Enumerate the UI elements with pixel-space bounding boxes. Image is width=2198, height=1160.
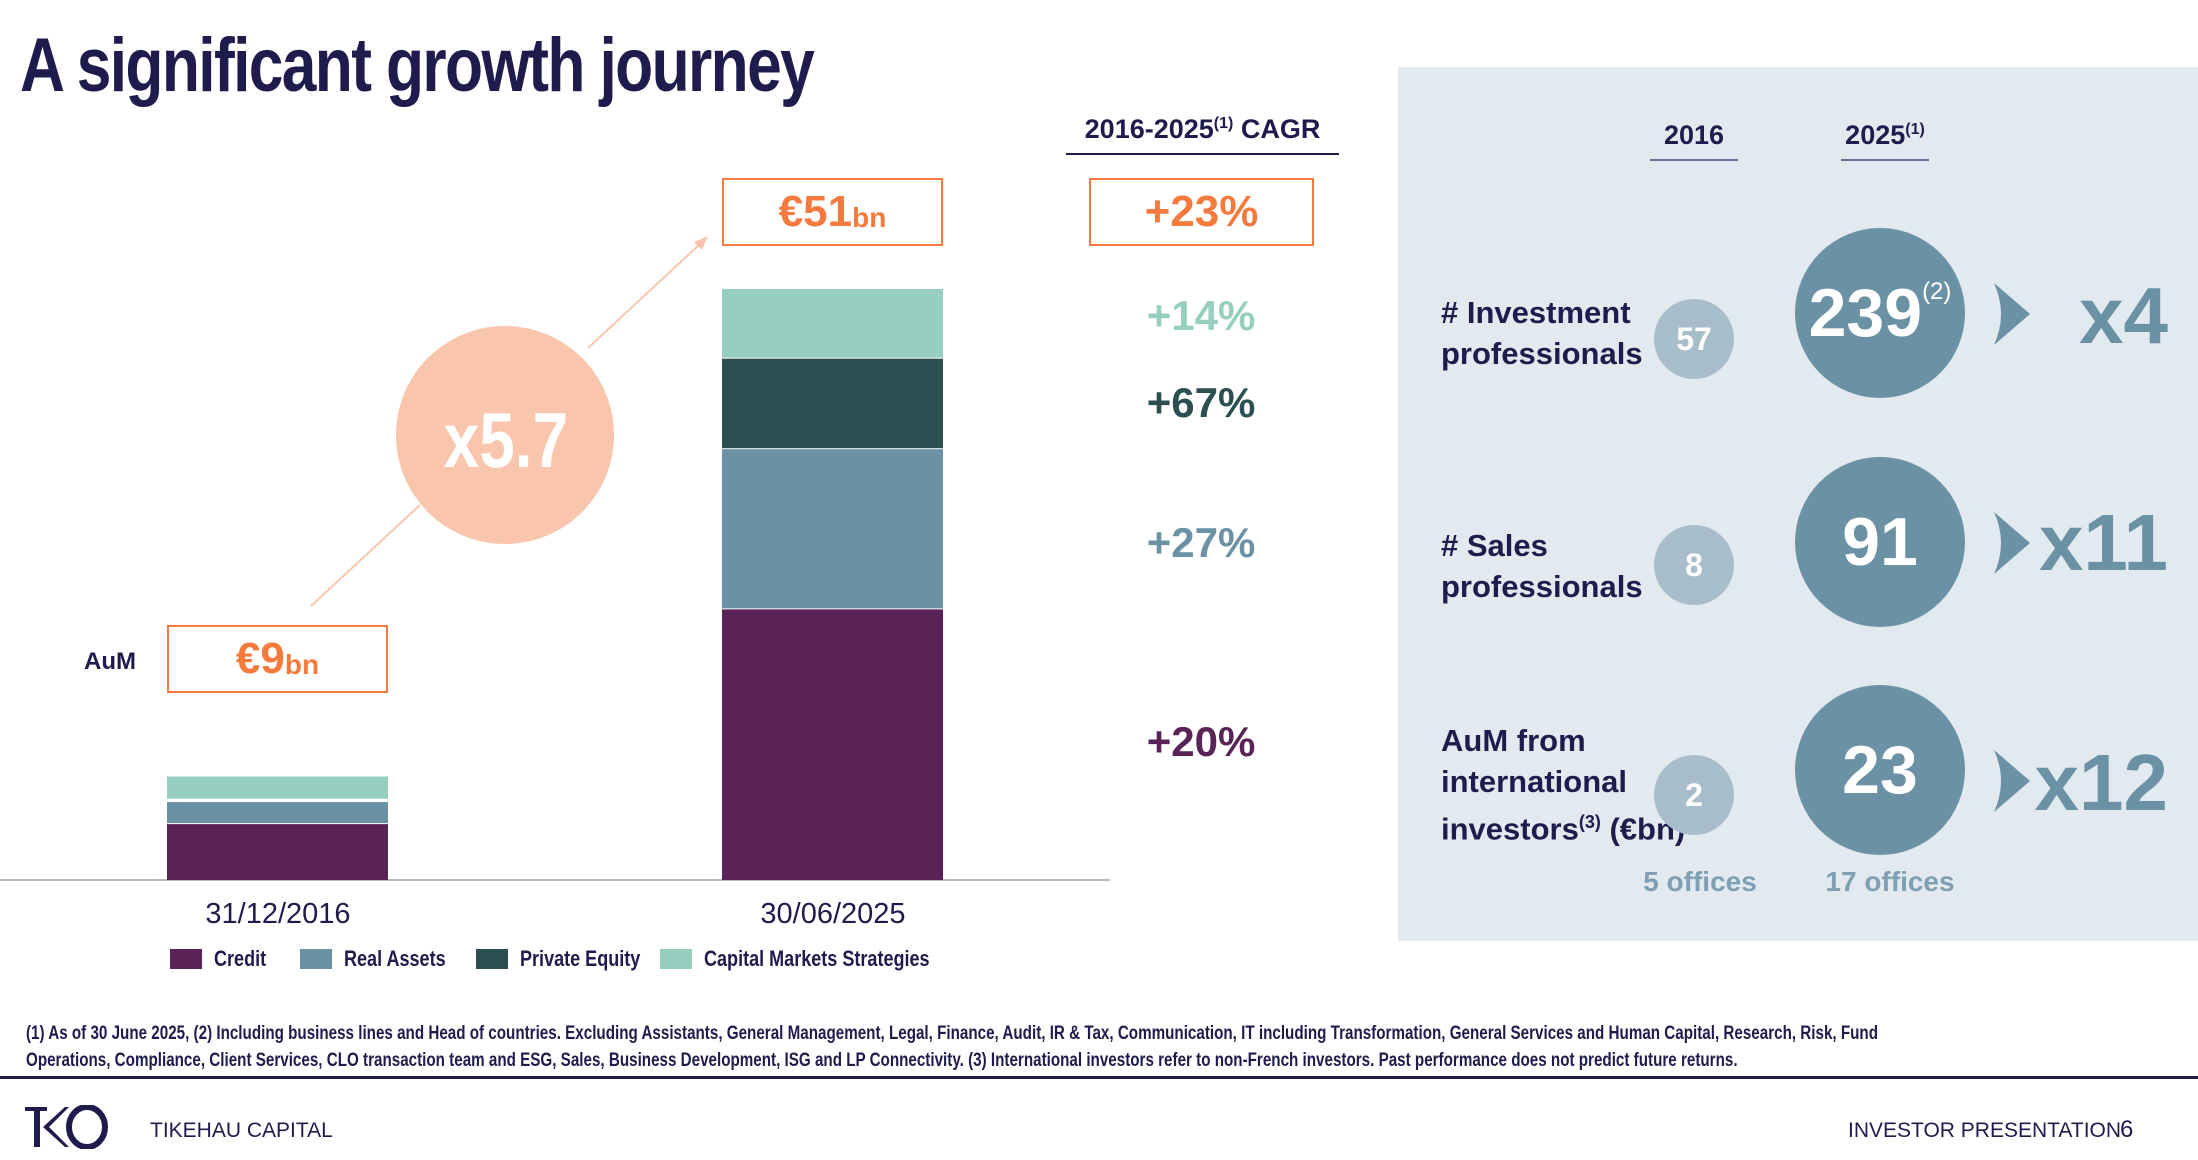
chevron-right-icon: [1994, 283, 2030, 345]
chevron-right-icon: [1994, 750, 2030, 812]
value-2025-international-aum: 23: [1795, 685, 1965, 855]
aum-label: AuM: [84, 648, 136, 675]
bar-capital-markets-strategies-2016: [167, 776, 388, 799]
x-tick-2016: 31/12/2016: [205, 898, 351, 930]
total-2016-box: €9 bn: [167, 625, 388, 693]
value-2016-investment: 57: [1654, 299, 1734, 379]
growth-multiplier-circle: [396, 326, 614, 544]
legend-swatch: [170, 949, 202, 969]
value-2025-investment: 239 (2): [1795, 228, 1965, 398]
offices-2016: 5 offices: [1643, 866, 1757, 897]
footer-divider: [0, 1076, 2198, 1079]
growth-arrow-line-upper: [587, 243, 701, 349]
bar-real-assets-2025: [722, 449, 943, 609]
bar-credit-2016: [167, 824, 388, 880]
row-label-international-aum: AuM from international investors(3) (€bn): [1441, 723, 1686, 847]
legend-capital-markets: Capital Markets Strategies: [660, 946, 979, 972]
row-label-investment: # Investment professionals: [1441, 295, 1643, 371]
row-label-sales: # Sales professionals: [1441, 528, 1643, 604]
growth-arrow-line-lower: [310, 504, 421, 607]
cagr-real-assets: +27%: [1146, 519, 1256, 566]
value-2016-international-aum: 2: [1654, 755, 1734, 835]
cagr-total-box: +23%: [1089, 178, 1314, 246]
footnotes: (1) As of 30 June 2025, (2) Including bu…: [26, 1023, 1878, 1071]
legend-swatch: [300, 949, 332, 969]
legend-private-equity: Private Equity: [476, 946, 667, 972]
total-2025-box: €51 bn: [722, 178, 943, 246]
multiplier-sales: x11: [2038, 498, 2168, 587]
multiplier-international-aum: x12: [2034, 738, 2168, 827]
cagr-header: 2016-2025(1) CAGR: [1066, 114, 1339, 155]
bar-capital-markets-strategies-2025: [722, 289, 943, 358]
page-title: A significant growth journey: [20, 23, 815, 108]
column-header-2016: 2016: [1650, 120, 1738, 161]
chevron-right-icon: [1994, 512, 2030, 574]
tikehau-logo: [25, 1105, 108, 1149]
multiplier-investment: x4: [2079, 271, 2168, 360]
x-tick-2025: 30/06/2025: [760, 898, 906, 930]
stacked-bar-chart: [0, 236, 1110, 881]
page-number: 6: [2120, 1116, 2134, 1143]
bar-credit-2025: [722, 609, 943, 880]
bar-real-assets-2016: [167, 802, 388, 824]
arrow-head-icon: [694, 236, 708, 250]
footer-document: INVESTOR PRESENTATION: [1848, 1119, 2122, 1142]
legend-real-assets: Real Assets: [300, 946, 468, 972]
value-2025-sales: 91: [1795, 457, 1965, 627]
cagr-capital-markets: +14%: [1146, 292, 1256, 339]
value-2016-sales: 8: [1654, 525, 1734, 605]
column-header-2025: 2025(1): [1841, 120, 1929, 161]
footer-company: TIKEHAU CAPITAL: [150, 1119, 333, 1142]
cagr-credit: +20%: [1146, 718, 1256, 765]
offices-2025: 17 offices: [1825, 866, 1955, 897]
legend-swatch: [476, 949, 508, 969]
bar-private-equity-2025: [722, 358, 943, 449]
legend-swatch: [660, 949, 692, 969]
growth-multiplier: x5.7: [443, 396, 569, 484]
legend-credit: Credit: [170, 946, 278, 972]
cagr-private-equity: +67%: [1146, 379, 1256, 426]
